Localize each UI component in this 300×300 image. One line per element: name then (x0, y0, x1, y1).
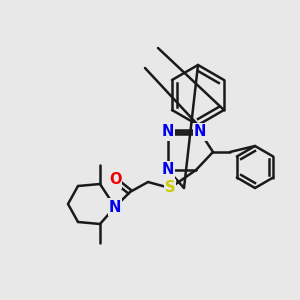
Text: N: N (109, 200, 121, 214)
Text: N: N (162, 124, 174, 140)
Text: N: N (194, 124, 206, 140)
Text: O: O (109, 172, 121, 188)
Text: S: S (165, 181, 175, 196)
Text: N: N (162, 163, 174, 178)
